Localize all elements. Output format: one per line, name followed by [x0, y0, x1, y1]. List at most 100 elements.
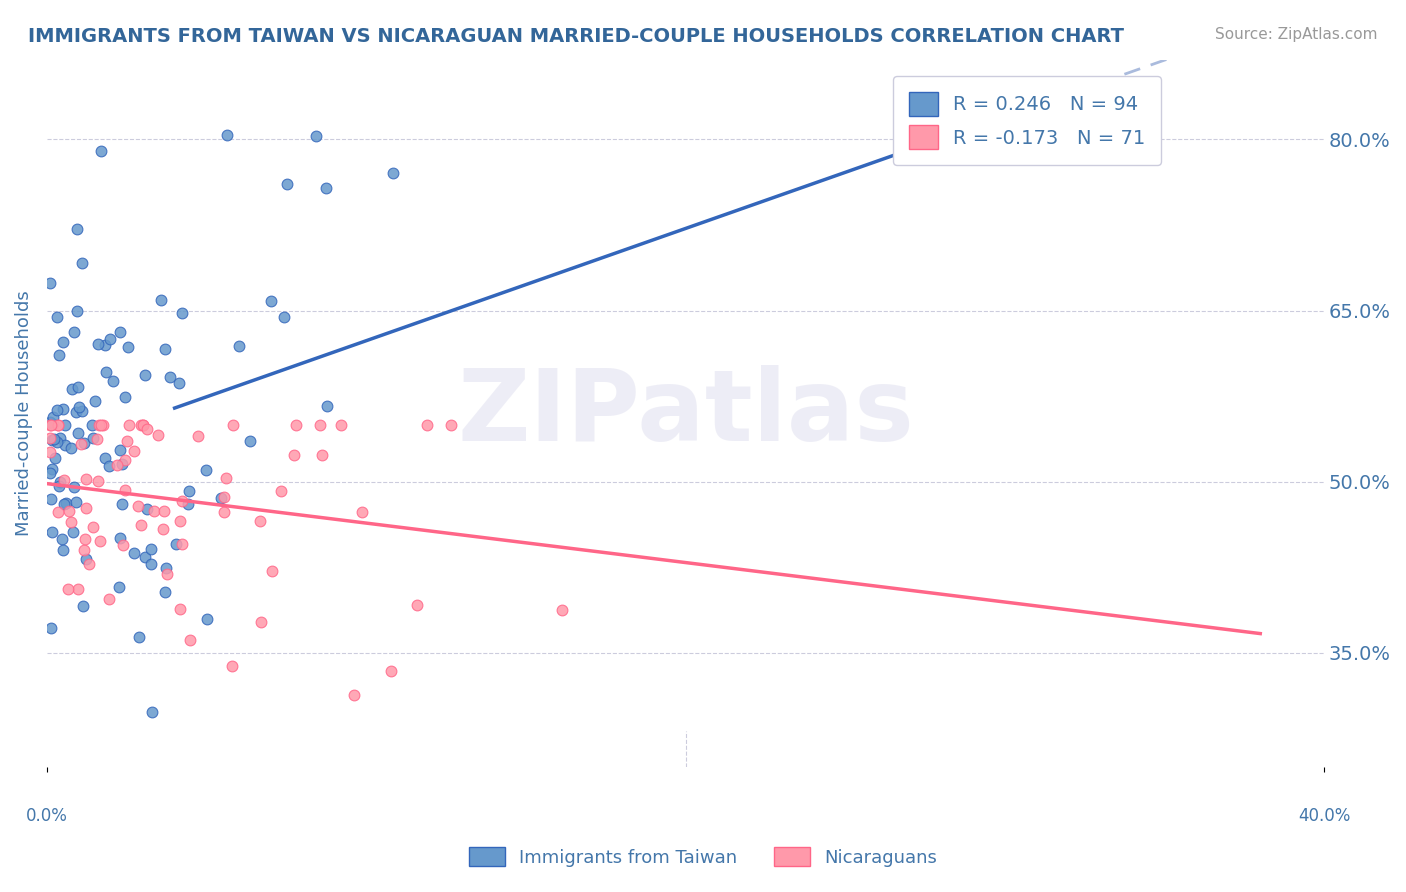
- Point: [70, 437, 93, 451]
- Point: [167, 376, 190, 390]
- Text: Source: ZipAtlas.com: Source: ZipAtlas.com: [1215, 27, 1378, 42]
- Point: [134, 549, 156, 564]
- Point: [139, 557, 162, 571]
- Point: [51, 532, 73, 546]
- Text: IMMIGRANTS FROM TAIWAN VS NICARAGUAN MARRIED-COUPLE HOUSEHOLDS CORRELATION CHART: IMMIGRANTS FROM TAIWAN VS NICARAGUAN MAR…: [28, 27, 1125, 45]
- Point: [128, 630, 150, 644]
- Point: [39, 276, 62, 290]
- Point: [110, 443, 132, 458]
- Point: [134, 368, 156, 382]
- Point: [150, 293, 173, 307]
- Point: [75, 471, 97, 485]
- Point: [352, 505, 374, 519]
- Point: [52, 473, 75, 487]
- Point: [63, 480, 86, 494]
- Point: [67, 425, 90, 440]
- Point: [41, 462, 63, 476]
- Point: [172, 493, 194, 508]
- Point: [93, 450, 115, 465]
- Point: [309, 417, 332, 432]
- Point: [90, 417, 112, 432]
- Point: [315, 180, 337, 194]
- Point: [153, 504, 176, 518]
- Text: 40.0%: 40.0%: [1298, 806, 1350, 824]
- Point: [39, 445, 62, 459]
- Point: [212, 505, 235, 519]
- Point: [380, 664, 402, 678]
- Point: [59, 441, 82, 455]
- Point: [551, 603, 574, 617]
- Point: [221, 417, 243, 432]
- Point: [39, 415, 62, 429]
- Point: [98, 458, 121, 473]
- Point: [249, 514, 271, 528]
- Point: [46, 310, 69, 324]
- Point: [111, 497, 134, 511]
- Point: [52, 335, 75, 350]
- Point: [283, 448, 305, 462]
- Point: [65, 495, 87, 509]
- Point: [262, 564, 284, 578]
- Point: [172, 537, 194, 551]
- Point: [70, 255, 93, 269]
- Point: [215, 471, 238, 485]
- Point: [276, 177, 298, 191]
- Point: [82, 520, 104, 534]
- Point: [90, 145, 112, 159]
- Point: [41, 525, 63, 540]
- Point: [122, 546, 145, 560]
- Point: [91, 417, 114, 432]
- Point: [260, 294, 283, 309]
- Point: [52, 402, 75, 417]
- Point: [45, 402, 67, 417]
- Point: [65, 405, 87, 419]
- Point: [153, 342, 176, 356]
- Point: [165, 537, 187, 551]
- Point: [46, 434, 69, 449]
- Point: [194, 463, 217, 477]
- Point: [67, 380, 90, 394]
- Point: [73, 435, 96, 450]
- Point: [124, 443, 146, 458]
- Point: [114, 453, 136, 467]
- Point: [135, 501, 157, 516]
- Point: [39, 467, 62, 481]
- Point: [214, 490, 236, 504]
- Point: [46, 505, 69, 519]
- Point: [141, 705, 163, 719]
- Text: ZIPatlas: ZIPatlas: [457, 365, 914, 462]
- Point: [177, 498, 200, 512]
- Point: [132, 417, 155, 432]
- Point: [98, 332, 121, 346]
- Point: [96, 365, 118, 379]
- Point: [169, 602, 191, 616]
- Point: [46, 417, 69, 432]
- Point: [179, 484, 201, 499]
- Point: [53, 497, 76, 511]
- Y-axis label: Married-couple Households: Married-couple Households: [15, 290, 32, 536]
- Point: [39, 621, 62, 635]
- Point: [215, 128, 238, 142]
- Point: [39, 417, 62, 432]
- Point: [86, 432, 108, 446]
- Point: [141, 542, 163, 557]
- Point: [41, 434, 63, 448]
- Legend: Immigrants from Taiwan, Nicaraguans: Immigrants from Taiwan, Nicaraguans: [461, 840, 945, 874]
- Point: [153, 584, 176, 599]
- Point: [42, 409, 65, 424]
- Point: [80, 417, 103, 432]
- Point: [315, 400, 337, 414]
- Point: [63, 325, 86, 339]
- Point: [39, 431, 62, 445]
- Point: [42, 417, 65, 432]
- Point: [60, 515, 83, 529]
- Point: [129, 518, 152, 533]
- Point: [270, 483, 292, 498]
- Point: [108, 531, 131, 545]
- Point: [75, 500, 97, 515]
- Point: [67, 401, 90, 415]
- Point: [239, 434, 262, 448]
- Point: [48, 478, 70, 492]
- Point: [53, 438, 76, 452]
- Point: [44, 432, 66, 446]
